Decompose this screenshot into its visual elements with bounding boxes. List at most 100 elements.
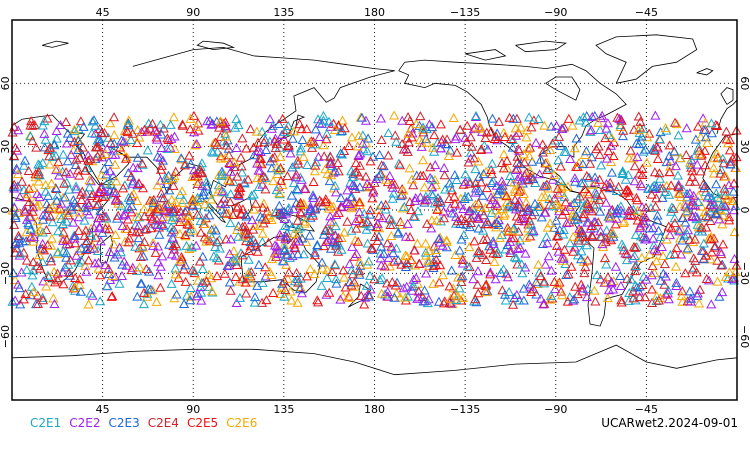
- obs-marker-c2e2: [636, 181, 647, 191]
- obs-marker-c2e4: [650, 201, 661, 211]
- obs-marker-c2e1: [233, 231, 244, 241]
- obs-marker-c2e1: [322, 272, 333, 283]
- obs-marker-c2e1: [460, 192, 471, 202]
- obs-marker-c2e6: [708, 168, 719, 178]
- obs-marker-c2e3: [17, 236, 28, 246]
- obs-marker-c2e3: [690, 134, 701, 144]
- obs-marker-c2e5: [600, 133, 611, 143]
- obs-marker-c2e4: [456, 276, 467, 287]
- obs-marker-c2e1: [230, 256, 241, 266]
- obs-marker-c2e4: [570, 281, 581, 291]
- obs-marker-c2e2: [663, 294, 674, 304]
- lat-tick-label-right: 60: [738, 76, 750, 90]
- obs-marker-c2e4: [594, 194, 605, 204]
- obs-marker-c2e3: [473, 223, 484, 233]
- obs-marker-c2e2: [535, 293, 547, 303]
- obs-marker-c2e5: [219, 268, 230, 278]
- obs-marker-c2e1: [231, 114, 242, 124]
- obs-marker-c2e6: [223, 208, 234, 219]
- obs-marker-c2e3: [551, 215, 562, 225]
- obs-marker-c2e3: [376, 241, 387, 251]
- obs-marker-c2e4: [659, 259, 670, 269]
- obs-marker-c2e5: [485, 269, 496, 279]
- obs-marker-c2e6: [322, 168, 333, 178]
- obs-marker-c2e3: [245, 237, 256, 247]
- obs-marker-c2e6: [199, 218, 210, 228]
- obs-marker-c2e2: [255, 165, 266, 175]
- obs-marker-c2e3: [39, 142, 50, 152]
- obs-marker-c2e4: [354, 265, 365, 275]
- obs-marker-c2e1: [162, 143, 173, 153]
- obs-marker-c2e6: [715, 193, 726, 203]
- obs-marker-c2e3: [677, 213, 689, 223]
- obs-marker-c2e4: [241, 288, 252, 298]
- obs-marker-c2e4: [549, 193, 560, 203]
- obs-marker-c2e5: [501, 155, 513, 165]
- obs-marker-c2e4: [690, 176, 701, 186]
- obs-marker-c2e6: [34, 250, 45, 260]
- obs-marker-c2e6: [448, 112, 459, 123]
- obs-marker-c2e3: [514, 159, 526, 169]
- obs-marker-c2e1: [321, 128, 332, 138]
- obs-marker-c2e2: [175, 212, 186, 222]
- obs-marker-c2e1: [572, 250, 584, 260]
- obs-marker-c2e2: [397, 115, 408, 125]
- obs-marker-c2e4: [657, 183, 668, 193]
- obs-marker-c2e5: [435, 260, 446, 270]
- obs-marker-c2e6: [619, 216, 630, 226]
- obs-marker-c2e5: [55, 203, 66, 213]
- obs-marker-c2e1: [69, 126, 80, 136]
- obs-marker-c2e4: [256, 297, 268, 307]
- lon-tick-label-bottom: 45: [96, 403, 110, 416]
- obs-marker-c2e6: [679, 199, 691, 209]
- obs-marker-c2e4: [294, 118, 305, 129]
- obs-marker-c2e6: [175, 254, 186, 264]
- obs-marker-c2e2: [166, 249, 177, 259]
- obs-marker-c2e2: [641, 274, 652, 284]
- obs-marker-c2e2: [715, 246, 726, 256]
- obs-marker-c2e2: [206, 119, 217, 129]
- obs-marker-c2e1: [399, 201, 410, 211]
- obs-marker-c2e3: [474, 185, 485, 195]
- coastline-23: [515, 40, 567, 53]
- obs-marker-c2e6: [497, 204, 508, 214]
- obs-marker-c2e6: [606, 132, 617, 142]
- obs-marker-c2e3: [8, 268, 19, 278]
- obs-marker-c2e6: [419, 182, 430, 192]
- obs-marker-c2e1: [42, 270, 53, 280]
- obs-marker-c2e1: [706, 118, 717, 128]
- obs-marker-c2e3: [651, 181, 662, 191]
- obs-marker-c2e3: [494, 185, 505, 195]
- obs-marker-c2e4: [360, 171, 371, 181]
- obs-marker-c2e5: [673, 182, 684, 192]
- obs-marker-c2e3: [446, 265, 457, 275]
- obs-marker-c2e1: [698, 238, 709, 248]
- obs-marker-c2e5: [295, 197, 306, 207]
- obs-marker-c2e2: [662, 288, 673, 298]
- obs-marker-c2e6: [499, 189, 510, 200]
- obs-marker-c2e2: [276, 207, 287, 217]
- coastline-1: [132, 46, 395, 72]
- obs-marker-c2e3: [14, 282, 25, 293]
- obs-marker-c2e1: [53, 226, 64, 236]
- obs-marker-c2e1: [213, 180, 224, 190]
- obs-marker-c2e3: [109, 138, 120, 148]
- obs-marker-c2e4: [670, 117, 681, 127]
- obs-marker-c2e3: [216, 166, 228, 176]
- obs-marker-c2e4: [481, 254, 492, 265]
- obs-marker-c2e2: [601, 123, 612, 133]
- obs-marker-c2e5: [654, 168, 665, 178]
- obs-marker-c2e1: [225, 218, 236, 228]
- obs-marker-c2e6: [389, 110, 400, 120]
- obs-marker-c2e5: [560, 197, 571, 207]
- obs-marker-c2e2: [522, 206, 533, 216]
- obs-marker-c2e4: [237, 274, 248, 284]
- obs-marker-c2e3: [699, 180, 710, 191]
- obs-marker-c2e6: [322, 265, 333, 275]
- obs-marker-c2e1: [214, 234, 225, 244]
- obs-marker-c2e6: [134, 262, 145, 272]
- obs-marker-c2e1: [630, 229, 641, 239]
- obs-marker-c2e3: [273, 118, 284, 129]
- obs-marker-c2e4: [470, 294, 481, 304]
- obs-marker-c2e3: [508, 113, 519, 123]
